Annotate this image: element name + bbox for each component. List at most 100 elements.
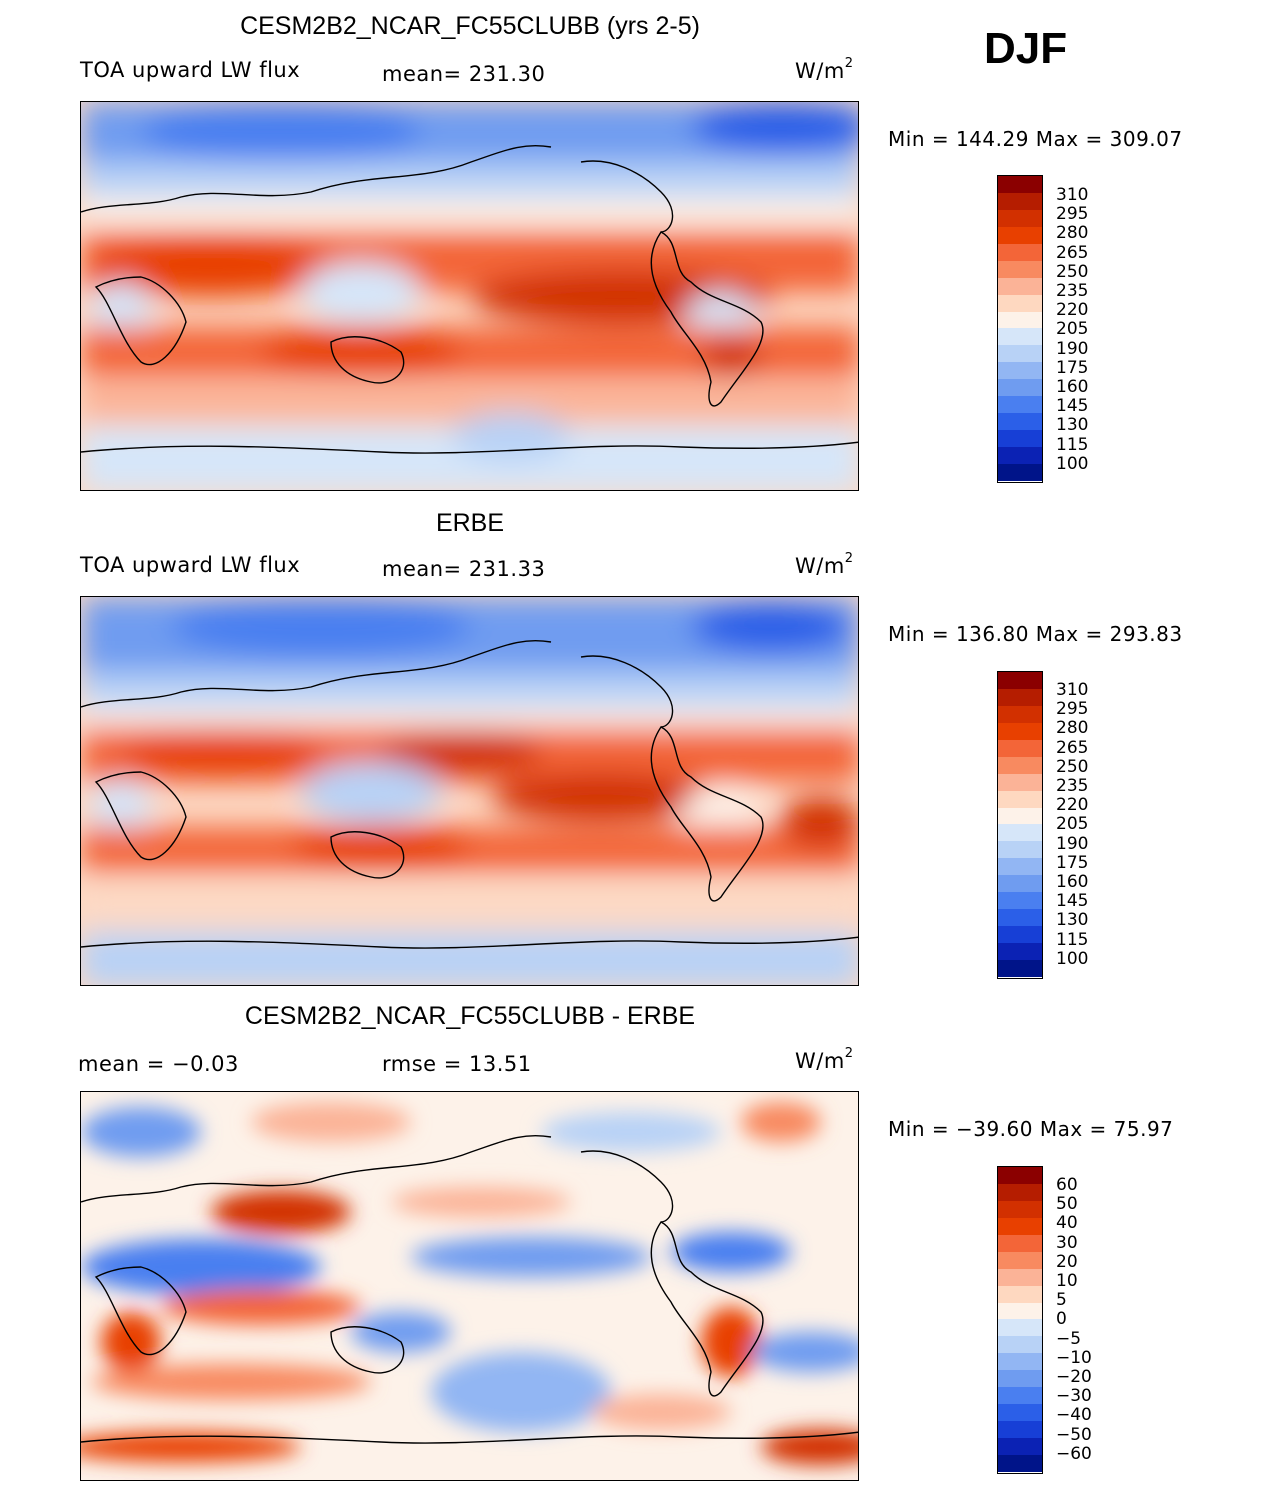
colorbar-swatch xyxy=(998,1421,1042,1438)
colorbar-label: 280 xyxy=(1056,223,1089,244)
panel-3-minmax: Min = −39.60 Max = 75.97 xyxy=(888,1117,1174,1141)
colorbar-swatch xyxy=(998,1454,1042,1472)
siberia-low xyxy=(171,597,471,657)
colorbar-label: 220 xyxy=(1056,300,1089,321)
coastlines xyxy=(81,639,858,949)
colorbar-swatch xyxy=(998,1251,1042,1269)
colorbar-swatch xyxy=(998,959,1042,977)
australia-high xyxy=(261,327,461,377)
colorbar-swatch xyxy=(998,756,1042,774)
colorbar-swatch xyxy=(998,1285,1042,1303)
australia-high xyxy=(291,825,471,869)
colorbar-label: 250 xyxy=(1056,261,1089,282)
panel-1-minmax: Min = 144.29 Max = 309.07 xyxy=(888,127,1183,151)
panel-3-title: CESM2B2_NCAR_FC55CLUBB - ERBE xyxy=(244,1002,696,1030)
diff-blob xyxy=(81,1107,201,1157)
colorbar-label: 220 xyxy=(1056,795,1089,816)
colorbar-swatch xyxy=(998,413,1042,431)
atlantic-high xyxy=(781,797,858,847)
colorbar-swatch xyxy=(998,430,1042,447)
colorbar-label: 50 xyxy=(1056,1194,1078,1215)
diff-blob xyxy=(431,1352,611,1432)
coastlines xyxy=(81,1134,858,1444)
panel-1-units: W/m2 xyxy=(795,56,854,83)
colorbar-swatch xyxy=(998,192,1042,210)
colorbar-label: 295 xyxy=(1056,204,1089,225)
colorbar-label: 20 xyxy=(1056,1251,1078,1272)
colorbar-label: −20 xyxy=(1056,1367,1092,1388)
greenland-low xyxy=(691,602,851,652)
colorbar-label: −40 xyxy=(1056,1405,1092,1426)
panel-3-units: W/m2 xyxy=(795,1046,854,1073)
siberia-low xyxy=(141,102,421,162)
colorbar-swatch xyxy=(998,892,1042,910)
diff-blob xyxy=(81,1432,301,1462)
colorbar-label: 145 xyxy=(1056,891,1089,912)
colorbar-swatch xyxy=(998,1234,1042,1252)
colorbar-swatch xyxy=(998,447,1042,464)
panel-3-colorbar xyxy=(997,1166,1043,1474)
colorbar-label: 130 xyxy=(1056,415,1089,436)
panel-2-title: ERBE xyxy=(435,509,505,537)
colorbar-label: 310 xyxy=(1056,185,1089,205)
panel-3-mean-label: mean = −0.03 xyxy=(78,1052,239,1076)
colorbar-label: 0 xyxy=(1056,1309,1067,1330)
colorbar-label: 235 xyxy=(1056,776,1089,797)
diff-blob xyxy=(741,1102,821,1142)
sahara-high xyxy=(91,237,331,297)
diff-blob xyxy=(81,1239,321,1295)
panel-1-colorbar-labels: 310 295 280 265 250 235 220 205 190 175 160 145 130 1… xyxy=(1056,185,1089,474)
panel-3-map xyxy=(80,1091,859,1481)
diff-blob xyxy=(91,1364,371,1400)
panel-2-units: W/m2 xyxy=(795,551,854,578)
diff-blob xyxy=(411,1237,651,1277)
greenland-low xyxy=(691,102,858,152)
colorbar-label: 30 xyxy=(1056,1232,1078,1253)
colorbar-label: 115 xyxy=(1056,929,1089,950)
colorbar-swatch xyxy=(998,1404,1042,1422)
colorbar-swatch xyxy=(998,209,1042,227)
diff-blob xyxy=(701,1307,761,1377)
panel-2-colorbar-labels: 310 295 280 265 250 235 220 205 190 175 160 145 130 1… xyxy=(1056,680,1089,969)
colorbar-swatch xyxy=(998,176,1042,193)
warm-pool-low xyxy=(301,762,441,822)
colorbar-swatch xyxy=(998,909,1042,927)
diff-blob xyxy=(391,1187,571,1217)
colorbar-label: 205 xyxy=(1056,814,1089,835)
colorbar-swatch xyxy=(998,824,1042,842)
colorbar-label: 10 xyxy=(1056,1271,1078,1292)
colorbar-label: 130 xyxy=(1056,910,1089,931)
colorbar-label: 190 xyxy=(1056,833,1089,854)
colorbar-swatch xyxy=(998,807,1042,825)
diff-blob xyxy=(211,1190,351,1234)
colorbar-swatch xyxy=(998,1387,1042,1405)
southern-band xyxy=(81,382,858,422)
colorbar-swatch xyxy=(998,1217,1042,1235)
colorbar-label: 310 xyxy=(1056,680,1089,700)
panel-2-colorbar xyxy=(997,671,1043,979)
africa-low xyxy=(91,779,151,835)
colorbar-label: 100 xyxy=(1056,948,1089,969)
colorbar-label: 235 xyxy=(1056,281,1089,302)
colorbar-label: 160 xyxy=(1056,872,1089,893)
pacific-high xyxy=(491,772,711,822)
colorbar-label: −50 xyxy=(1056,1424,1092,1445)
diff-blob xyxy=(251,1102,411,1142)
midlat-band xyxy=(81,197,858,222)
colorbar-swatch xyxy=(998,396,1042,414)
diff-blob xyxy=(671,1232,791,1272)
panel-1-colorbar xyxy=(997,175,1043,483)
subarctic-band xyxy=(81,162,858,202)
season-label: DJF xyxy=(984,24,1068,73)
colorbar-swatch xyxy=(998,311,1042,329)
colorbar-label: −60 xyxy=(1056,1443,1092,1464)
colorbar-label: 265 xyxy=(1056,242,1089,263)
colorbar-label: −5 xyxy=(1056,1328,1082,1349)
colorbar-swatch xyxy=(998,1370,1042,1388)
colorbar-swatch xyxy=(998,672,1042,689)
panel-3-rmse-label: rmse = 13.51 xyxy=(382,1052,532,1076)
panel-2-mean-label: mean= 231.33 xyxy=(382,557,546,581)
colorbar-label: 190 xyxy=(1056,338,1089,359)
sahara-high xyxy=(121,727,321,777)
colorbar-swatch xyxy=(998,379,1042,397)
